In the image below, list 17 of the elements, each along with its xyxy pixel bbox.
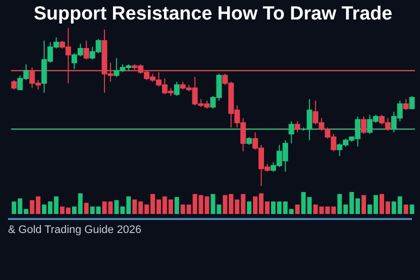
bar <box>174 197 180 214</box>
bar <box>246 201 252 214</box>
chart-title: Support Resistance How To Draw Trade <box>34 4 392 24</box>
candlestick <box>409 95 415 110</box>
candlestick <box>288 120 294 144</box>
candlestick <box>294 120 300 133</box>
bar <box>295 204 300 214</box>
candlestick <box>174 81 180 96</box>
bar <box>410 204 414 214</box>
text: & Gold Trading Guide 2026 <box>8 224 142 236</box>
bar <box>404 204 408 214</box>
candlestick <box>84 40 90 60</box>
candlestick <box>360 116 367 134</box>
candlestick <box>11 80 17 90</box>
bar <box>84 202 89 214</box>
bar <box>361 195 366 214</box>
candlestick <box>403 98 409 111</box>
